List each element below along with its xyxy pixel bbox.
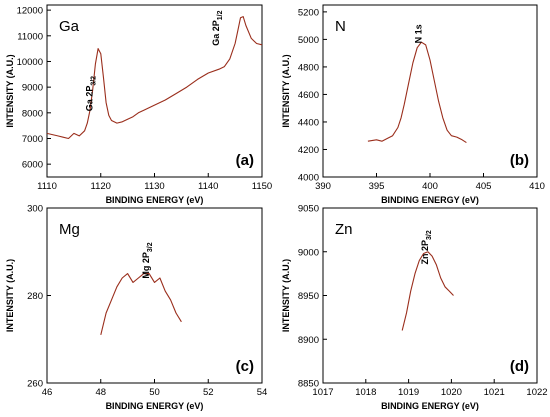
x-tick-label: 46 (42, 387, 53, 398)
y-axis-label: INTENSITY (A.U.) (281, 54, 291, 127)
x-tick-label: 1022 (526, 387, 547, 398)
spectrum-line (401, 251, 454, 331)
x-tick-label: 1019 (398, 387, 419, 398)
panel-mg: 46 48 50 52 54 260 280 300 BINDING ENERGY (eV) IN… (5, 204, 267, 412)
y-tick-label: 5200 (298, 7, 319, 18)
x-tick-label: 400 (422, 181, 438, 192)
y-tick-label: 10000 (17, 57, 43, 68)
y-tick-label: 300 (27, 204, 43, 215)
y-tick-label: 280 (27, 291, 43, 302)
peak-annotation: Zn 2P3/2 (420, 230, 433, 264)
peak-annotation: Ga 2P3/2 (85, 76, 98, 111)
y-tick-label: 9050 (298, 204, 319, 215)
panel-n: 390 395 400 405 410 4000 4200 4400 4600 4800 5000 5… (281, 4, 545, 205)
peak-annotation: N 1s (413, 24, 423, 43)
panel-ga: 1110 1120 1130 1140 1150 6000 7000 8000 9000 1000… (5, 4, 272, 205)
x-tick-label: 1150 (252, 181, 272, 192)
y-axis-label: INTENSITY (A.U.) (281, 259, 291, 332)
y-tick-label: 4200 (298, 145, 319, 156)
y-tick-label: 8000 (22, 108, 43, 119)
x-tick-label: 52 (203, 387, 214, 398)
x-tick-label: 410 (529, 181, 545, 192)
y-axis-label: INTENSITY (A.U.) (5, 259, 15, 332)
y-tick-label: 9000 (298, 247, 319, 258)
y-tick-label: 9000 (22, 83, 43, 94)
plot-frame (46, 4, 263, 178)
panel-letter: (d) (510, 358, 529, 375)
element-label: Mg (59, 221, 80, 238)
x-tick-label: 1020 (441, 387, 462, 398)
x-tick-label: 1140 (198, 181, 218, 192)
panel-letter: (b) (510, 152, 529, 169)
x-tick-label: 1130 (144, 181, 164, 192)
y-tick-label: 4800 (298, 62, 319, 73)
y-axis-label: INTENSITY (A.U.) (5, 54, 15, 127)
x-tick-label: 1021 (484, 387, 505, 398)
y-tick-label: 8950 (298, 291, 319, 302)
y-tick-label: 260 (27, 379, 43, 390)
panel-letter: (a) (236, 152, 254, 169)
y-tick-label: 4000 (298, 173, 319, 184)
x-tick-label: 1120 (91, 181, 111, 192)
x-tick-label: 1018 (355, 387, 376, 398)
peak-annotation: Mg 2P3/2 (141, 242, 154, 278)
spectrum-line (46, 16, 263, 140)
x-tick-label: 48 (95, 387, 106, 398)
plot-frame (322, 4, 538, 178)
x-tick-label: 390 (315, 181, 331, 192)
y-tick-label: 8900 (298, 335, 319, 346)
y-tick-label: 4600 (298, 90, 319, 101)
spectrum-line (367, 41, 467, 144)
x-tick-label: 1110 (37, 181, 57, 192)
y-tick-label: 5000 (298, 35, 319, 46)
element-label: Ga (59, 18, 80, 35)
x-axis-label: BINDING ENERGY (eV) (381, 401, 479, 411)
element-label: Zn (335, 221, 353, 238)
peak-annotation: Ga 2P1/2 (211, 10, 224, 45)
x-tick-label: 395 (369, 181, 385, 192)
x-axis-label: BINDING ENERGY (eV) (106, 195, 204, 205)
panel-zn: 1017 1018 1019 1020 1021 1022 8850 8900 8950 9000… (281, 204, 548, 412)
x-axis-label: BINDING ENERGY (eV) (106, 401, 204, 411)
x-tick-label: 405 (476, 181, 492, 192)
x-tick-label: 50 (149, 387, 160, 398)
element-label: N (335, 18, 346, 35)
panel-letter: (c) (236, 358, 254, 375)
y-tick-label: 7000 (22, 134, 43, 145)
x-axis-label: BINDING ENERGY (eV) (381, 195, 479, 205)
x-tick-label: 54 (257, 387, 268, 398)
y-tick-label: 12000 (17, 6, 43, 17)
y-tick-label: 8850 (298, 379, 319, 390)
x-tick-label: 1017 (312, 387, 333, 398)
y-tick-label: 6000 (22, 160, 43, 171)
spectrum-line (100, 273, 182, 336)
y-tick-label: 11000 (17, 31, 43, 42)
y-tick-label: 4400 (298, 117, 319, 128)
